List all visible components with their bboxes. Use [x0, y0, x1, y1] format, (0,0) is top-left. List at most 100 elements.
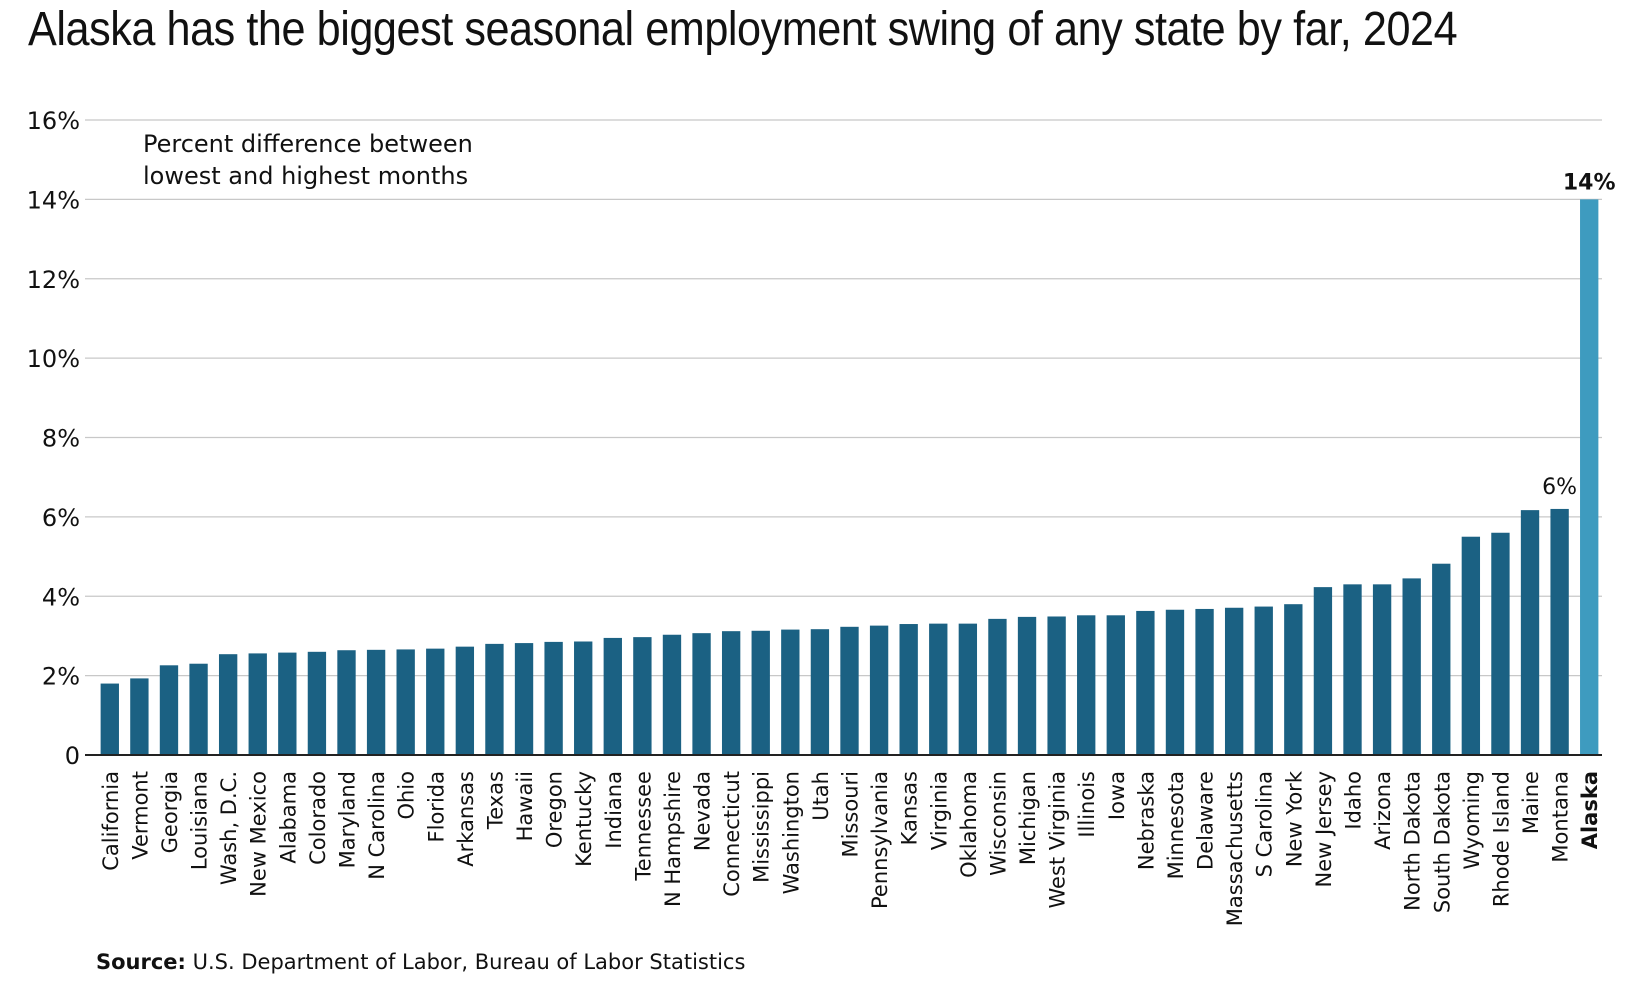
bar-wash-d-c	[218, 654, 238, 755]
chart-annotation-line-1: Percent difference between	[143, 130, 473, 158]
bar-n-hampshire	[662, 634, 682, 755]
bars	[100, 199, 1599, 755]
x-tick-label: Nevada	[691, 771, 715, 851]
x-tick-label: New Jersey	[1312, 771, 1336, 888]
x-tick-label: Iowa	[1105, 771, 1129, 820]
bar-iowa	[1106, 615, 1125, 755]
bar-georgia	[159, 665, 179, 755]
x-tick-label: Minnesota	[1164, 771, 1188, 879]
bar-n-carolina	[366, 649, 386, 755]
x-tick-label: Washington	[779, 771, 803, 894]
bar-texas	[485, 643, 504, 755]
bar-nebraska	[1136, 610, 1155, 755]
x-tick-label: Montana	[1549, 771, 1573, 863]
bar-virginia	[929, 623, 948, 755]
x-tick-label: Georgia	[158, 771, 182, 853]
source-text: U.S. Department of Labor, Bureau of Labo…	[192, 950, 746, 974]
source-note: Source: U.S. Department of Labor, Bureau…	[96, 950, 745, 974]
y-tick-label: 10%	[27, 345, 80, 373]
y-tick-label: 4%	[42, 583, 80, 611]
bar-delaware	[1195, 608, 1214, 755]
bar-south-dakota	[1432, 563, 1451, 755]
bar-idaho	[1343, 584, 1362, 755]
x-tick-label: N Hampshire	[661, 771, 685, 907]
bar-new-mexico	[248, 653, 267, 755]
y-tick-label: 0	[65, 742, 80, 770]
data-label: 14%	[1563, 170, 1616, 195]
x-tick-label: Wisconsin	[986, 771, 1010, 876]
bar-oklahoma	[958, 623, 978, 755]
bar-west-virginia	[1047, 616, 1066, 755]
bar-kansas	[899, 624, 918, 755]
data-labels: 6% 14%	[1542, 170, 1615, 500]
bar-new-york	[1284, 604, 1303, 755]
x-tick-label: N Carolina	[365, 771, 389, 880]
x-tick-label: Colorado	[306, 771, 330, 865]
bar-oregon	[544, 641, 563, 755]
x-tick-label: Maryland	[336, 771, 360, 868]
x-tick-label: Pennsylvania	[868, 771, 892, 909]
chart-annotation-line-2: lowest and highest months	[143, 162, 468, 190]
x-tick-label: Alabama	[276, 771, 300, 864]
x-tick-label: Idaho	[1342, 771, 1366, 830]
x-tick-label: Wyoming	[1460, 771, 1484, 870]
x-tick-label: Rhode Island	[1489, 771, 1513, 907]
x-tick-label: Missouri	[839, 771, 863, 857]
bar-arizona	[1372, 584, 1392, 755]
x-tick-label: New York	[1282, 770, 1306, 867]
y-tick-label: 14%	[27, 186, 80, 214]
x-tick-label: Indiana	[602, 771, 626, 849]
x-tick-label: Arkansas	[454, 771, 478, 867]
bar-indiana	[603, 637, 622, 755]
bar-kentucky	[574, 641, 593, 755]
bar-california	[100, 683, 119, 755]
x-tick-label: Oklahoma	[957, 771, 981, 878]
y-tick-label: 8%	[42, 425, 80, 453]
bar-new-jersey	[1313, 587, 1333, 755]
source-label: Source:	[96, 950, 186, 974]
bar-nevada	[692, 633, 711, 755]
bar-montana	[1550, 508, 1569, 755]
bar-maryland	[337, 650, 356, 755]
data-label: 6%	[1542, 475, 1577, 500]
bar-wyoming	[1461, 536, 1481, 755]
x-tick-label: Kentucky	[572, 771, 596, 867]
x-tick-label: S Carolina	[1253, 771, 1277, 877]
x-tick-label: Wash, D.C.	[217, 771, 241, 885]
chart-title: Alaska has the biggest seasonal employme…	[28, 3, 1458, 56]
bar-utah	[810, 629, 830, 755]
x-tick-label: Arizona	[1371, 771, 1395, 850]
bar-ohio	[396, 649, 415, 755]
x-tick-label: Florida	[424, 771, 448, 842]
x-tick-label: Michigan	[1016, 771, 1040, 865]
x-tick-label: Alaska	[1578, 771, 1602, 849]
bar-north-dakota	[1402, 578, 1421, 755]
x-tick-label: North Dakota	[1401, 771, 1425, 911]
bar-arkansas	[455, 646, 475, 755]
bar-wisconsin	[988, 618, 1007, 755]
y-tick-label: 6%	[42, 504, 80, 532]
x-tick-label: Utah	[809, 771, 833, 821]
bar-s-carolina	[1254, 606, 1273, 755]
x-tick-label: Louisiana	[188, 771, 212, 870]
bar-colorado	[307, 651, 327, 755]
bar-connecticut	[721, 631, 741, 755]
x-tick-label: Vermont	[128, 771, 152, 860]
x-tick-label: South Dakota	[1430, 771, 1454, 913]
y-tick-label: 2%	[42, 663, 80, 691]
bar-vermont	[130, 678, 149, 755]
bar-rhode-island	[1491, 532, 1510, 755]
x-tick-label: New Mexico	[247, 771, 271, 897]
x-tick-label: Virginia	[927, 771, 951, 850]
y-tick-label: 16%	[27, 107, 80, 135]
x-axis-labels: California Vermont Georgia Louisiana Wash, D…	[99, 770, 1602, 926]
bar-alabama	[278, 652, 297, 755]
bar-michigan	[1017, 616, 1037, 755]
bar-hawaii	[514, 643, 534, 755]
x-tick-label: Texas	[483, 771, 507, 830]
x-tick-label: Tennessee	[631, 771, 655, 881]
bar-alaska	[1580, 199, 1599, 755]
bar-mississippi	[751, 630, 770, 755]
bar-pennsylvania	[869, 625, 889, 755]
